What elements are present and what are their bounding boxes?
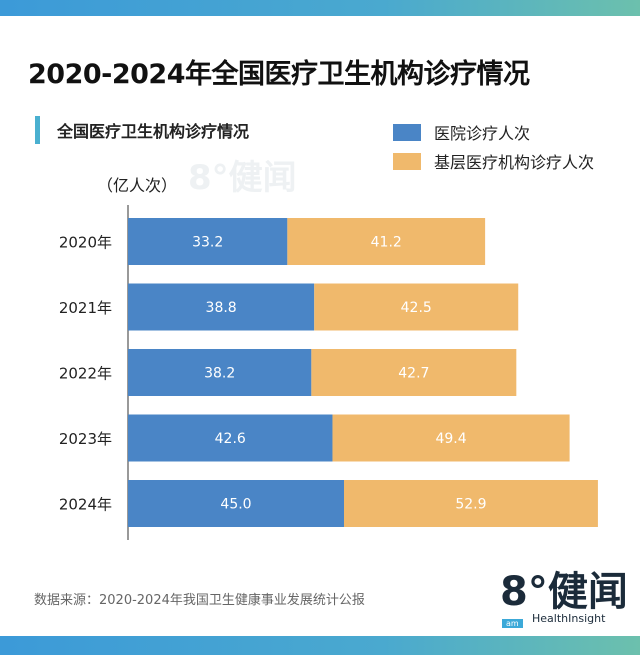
- data-label: 42.6: [215, 431, 246, 447]
- legend-label: 基层医疗机构诊疗人次: [434, 153, 595, 172]
- category-label: 2023年: [59, 430, 112, 448]
- data-label: 38.2: [204, 366, 235, 382]
- data-label: 52.9: [455, 497, 486, 513]
- data-label: 33.2: [192, 235, 223, 251]
- subtitle-accent: [35, 116, 40, 144]
- legend-swatch: [393, 123, 421, 141]
- legend-label: 医院诊疗人次: [434, 124, 531, 143]
- chart-title: 全国医疗卫生机构诊疗情况: [57, 122, 250, 141]
- bottom-band: [0, 636, 640, 655]
- data-label: 42.5: [401, 300, 432, 316]
- bar-primary: [332, 414, 570, 462]
- legend-item-hospital: 医院诊疗人次: [393, 120, 530, 144]
- category-label: 2021年: [59, 299, 112, 317]
- category-label: 2020年: [59, 234, 112, 252]
- bar-primary: [314, 283, 519, 331]
- bar-hospital: [128, 414, 333, 462]
- source-note: 数据来源：2020-2024年我国卫生健康事业发展统计公报: [34, 593, 365, 608]
- data-label: 38.8: [206, 300, 237, 316]
- bar-hospital: [128, 480, 344, 527]
- category-label: 2024年: [59, 496, 112, 514]
- bar-primary: [287, 218, 486, 265]
- bar-hospital: [128, 349, 312, 396]
- bar-primary: [344, 480, 598, 527]
- legend-swatch: [393, 152, 421, 170]
- bar-hospital: [128, 283, 315, 331]
- brand-logo: 8°健闻 am HealthInsight: [500, 569, 628, 628]
- data-label: 45.0: [220, 497, 251, 513]
- unit-label: （亿人次）: [97, 176, 178, 195]
- data-label: 49.4: [435, 431, 466, 447]
- category-label: 2022年: [59, 365, 112, 383]
- legend-item-primary: 基层医疗机构诊疗人次: [393, 149, 594, 173]
- data-label: 41.2: [371, 235, 402, 251]
- watermark-logo: 8°健闻: [188, 158, 297, 198]
- data-label: 42.7: [398, 366, 429, 382]
- page-title: 2020-2024年全国医疗卫生机构诊疗情况: [28, 59, 530, 90]
- bar-hospital: [128, 218, 288, 265]
- top-band: [0, 0, 640, 16]
- bar-primary: [311, 349, 517, 396]
